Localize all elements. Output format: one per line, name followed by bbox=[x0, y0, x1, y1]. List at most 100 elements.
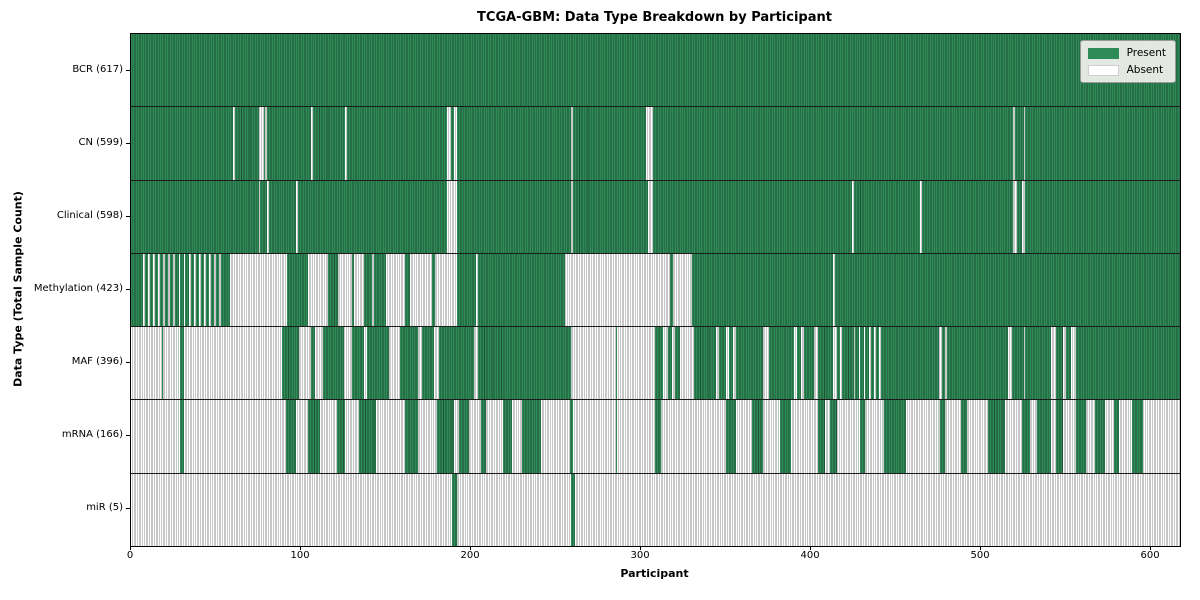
present-segment bbox=[569, 400, 574, 473]
present-segment bbox=[287, 253, 308, 327]
present-segment bbox=[841, 327, 854, 400]
present-segment bbox=[940, 400, 946, 473]
present-segment bbox=[693, 327, 716, 400]
present-segment bbox=[865, 327, 869, 400]
heatmap-row-mir bbox=[131, 473, 1180, 546]
present-segment bbox=[1025, 180, 1180, 253]
x-tick-mark bbox=[1150, 546, 1152, 550]
present-segment bbox=[190, 253, 194, 327]
present-segment bbox=[221, 253, 230, 327]
present-segment bbox=[267, 107, 312, 180]
present-segment bbox=[367, 327, 390, 400]
y-tick-label: Methylation (423) bbox=[33, 283, 123, 294]
x-tick-label: 100 bbox=[290, 550, 310, 561]
present-segment bbox=[457, 253, 477, 327]
present-segment bbox=[175, 253, 179, 327]
present-segment bbox=[131, 107, 233, 180]
present-segment bbox=[154, 253, 159, 327]
present-segment bbox=[1016, 180, 1022, 253]
present-segment bbox=[457, 107, 572, 180]
present-segment bbox=[404, 400, 419, 473]
present-segment bbox=[669, 253, 674, 327]
present-segment bbox=[165, 253, 169, 327]
present-segment bbox=[1076, 400, 1087, 473]
present-segment bbox=[282, 327, 300, 400]
heatmap-row-bcr bbox=[131, 34, 1180, 108]
present-segment bbox=[363, 253, 373, 327]
present-segment bbox=[457, 180, 572, 253]
x-tick-label: 300 bbox=[630, 550, 650, 561]
present-segment bbox=[692, 253, 834, 327]
present-segment bbox=[880, 327, 939, 400]
present-segment bbox=[285, 400, 296, 473]
heatmap-row-mrna bbox=[131, 400, 1180, 474]
present-segment bbox=[855, 327, 859, 400]
x-tick-label: 500 bbox=[970, 550, 990, 561]
present-segment bbox=[352, 327, 364, 400]
y-tick-mark bbox=[126, 215, 130, 217]
present-segment bbox=[941, 327, 946, 400]
present-segment bbox=[149, 253, 154, 327]
present-segment bbox=[1025, 327, 1051, 400]
present-segment bbox=[1025, 107, 1180, 180]
present-segment bbox=[729, 327, 733, 400]
y-tick-mark bbox=[126, 69, 130, 71]
legend: Present Absent bbox=[1079, 40, 1176, 83]
present-segment bbox=[853, 180, 920, 253]
present-segment bbox=[323, 327, 344, 400]
present-segment bbox=[503, 400, 512, 473]
present-segment bbox=[268, 180, 296, 253]
y-tick-label: Clinical (598) bbox=[56, 209, 123, 221]
present-segment bbox=[668, 327, 672, 400]
present-segment bbox=[1066, 327, 1072, 400]
present-segment bbox=[477, 253, 565, 327]
present-segment bbox=[817, 327, 834, 400]
x-tick-mark bbox=[300, 546, 302, 550]
present-segment bbox=[459, 400, 470, 473]
present-segment bbox=[131, 34, 1180, 107]
present-segment bbox=[829, 400, 837, 473]
heatmap-row-methylation bbox=[131, 253, 1180, 328]
x-tick-label: 200 bbox=[460, 550, 480, 561]
present-segment bbox=[374, 253, 386, 327]
x-tick-label: 400 bbox=[800, 550, 820, 561]
present-segment bbox=[131, 253, 143, 327]
present-segment bbox=[836, 327, 840, 400]
present-segment bbox=[431, 253, 436, 327]
present-segment bbox=[652, 107, 1014, 180]
present-segment bbox=[870, 327, 874, 400]
present-segment bbox=[450, 107, 455, 180]
y-tick-mark bbox=[126, 142, 130, 144]
present-segment bbox=[834, 253, 1180, 327]
present-segment bbox=[180, 327, 184, 400]
present-segment bbox=[1015, 107, 1024, 180]
present-segment bbox=[170, 253, 174, 327]
present-segment bbox=[1113, 400, 1119, 473]
present-segment bbox=[1076, 327, 1180, 400]
present-segment bbox=[159, 253, 164, 327]
present-segment bbox=[336, 400, 346, 473]
present-segment bbox=[884, 400, 907, 473]
present-segment bbox=[1094, 400, 1106, 473]
x-tick-mark bbox=[470, 546, 472, 550]
x-tick-label: 0 bbox=[126, 550, 134, 561]
present-segment bbox=[780, 400, 791, 473]
present-segment bbox=[307, 400, 320, 473]
present-segment bbox=[797, 327, 801, 400]
x-tick-mark bbox=[640, 546, 642, 550]
present-segment bbox=[358, 400, 376, 473]
x-tick-mark bbox=[130, 546, 131, 550]
present-segment bbox=[404, 253, 410, 327]
present-segment bbox=[311, 327, 315, 400]
present-segment bbox=[481, 400, 487, 473]
present-segment bbox=[654, 327, 664, 400]
present-segment bbox=[860, 327, 864, 400]
x-tick-mark bbox=[980, 546, 982, 550]
present-segment bbox=[210, 253, 215, 327]
present-segment bbox=[652, 180, 852, 253]
present-segment bbox=[860, 400, 866, 473]
y-tick-label: MAF (396) bbox=[71, 356, 123, 368]
x-tick-label: 600 bbox=[1140, 550, 1160, 561]
heatmap-row-clinical bbox=[131, 180, 1180, 254]
legend-entry-present: Present bbox=[1087, 47, 1166, 59]
